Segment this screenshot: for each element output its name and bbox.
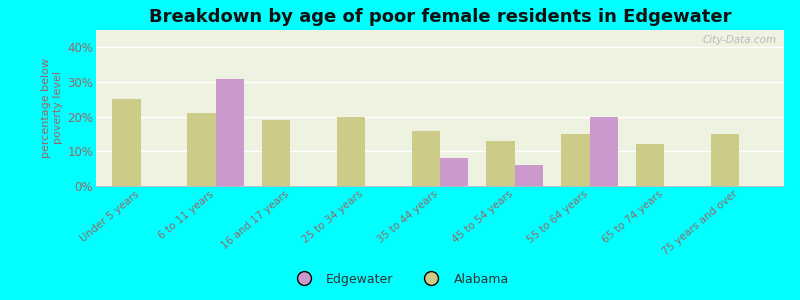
Bar [440, 158, 469, 186]
Bar [216, 79, 244, 186]
Bar [486, 141, 514, 186]
Text: City-Data.com: City-Data.com [703, 35, 777, 45]
Bar [262, 120, 290, 186]
Title: Breakdown by age of poor female residents in Edgewater: Breakdown by age of poor female resident… [149, 8, 731, 26]
Bar [710, 134, 739, 186]
Bar [337, 117, 366, 186]
Bar [187, 113, 216, 186]
Bar [636, 144, 664, 186]
Bar [113, 99, 141, 186]
Bar [514, 165, 543, 186]
Bar [590, 117, 618, 186]
Bar [411, 130, 440, 186]
Bar [561, 134, 590, 186]
Y-axis label: percentage below
poverty level: percentage below poverty level [42, 58, 63, 158]
Legend: Edgewater, Alabama: Edgewater, Alabama [286, 268, 514, 291]
